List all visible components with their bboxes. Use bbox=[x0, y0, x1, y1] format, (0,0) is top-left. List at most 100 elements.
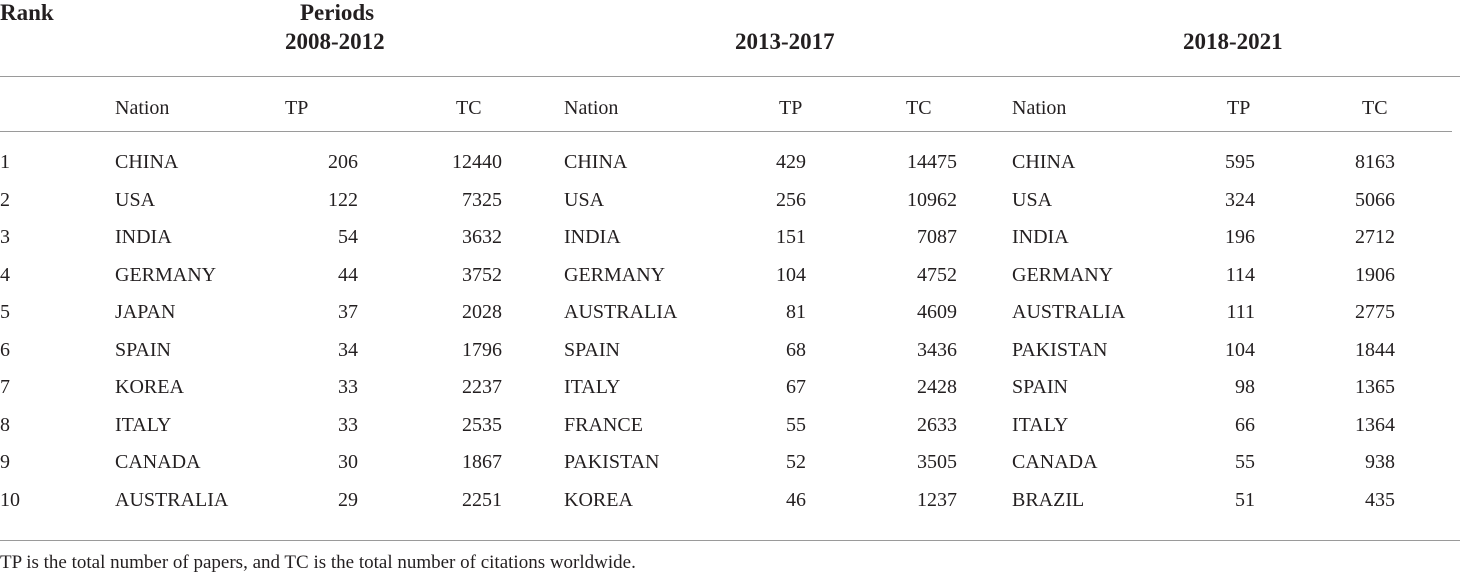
nation-cell-2018-2021: SPAIN bbox=[1012, 376, 1068, 398]
tp-cell-2018-2021: 196 bbox=[1225, 226, 1255, 248]
rank-cell: 5 bbox=[0, 301, 10, 323]
tp-cell-2013-2017: 429 bbox=[776, 151, 806, 173]
tc-cell-2013-2017: 10962 bbox=[907, 188, 957, 211]
tc-cell-2008-2012: 2535 bbox=[462, 413, 502, 436]
nation-col-header-1: Nation bbox=[115, 97, 170, 119]
tc-col-header-1: TC bbox=[456, 97, 482, 119]
rank-header: Rank bbox=[0, 0, 54, 25]
tp-col-header-3: TP bbox=[1227, 97, 1251, 119]
nation-cell-2018-2021: GERMANY bbox=[1012, 263, 1114, 286]
tp-cell-2013-2017: 55 bbox=[786, 413, 806, 436]
tc-cell-2008-2012: 1867 bbox=[462, 451, 502, 473]
nation-cell-2013-2017: USA bbox=[564, 188, 605, 211]
nation-cell-2013-2017: ITALY bbox=[564, 376, 621, 398]
rank-cell: 8 bbox=[0, 413, 10, 436]
tp-cell-2018-2021: 595 bbox=[1225, 151, 1255, 173]
tc-cell-2013-2017: 14475 bbox=[907, 151, 957, 173]
nation-cell-2008-2012: INDIA bbox=[115, 226, 172, 248]
rank-cell: 2 bbox=[0, 188, 10, 211]
tp-cell-2018-2021: 104 bbox=[1225, 338, 1255, 361]
rank-cell: 10 bbox=[0, 488, 20, 511]
tc-cell-2018-2021: 2712 bbox=[1355, 226, 1395, 248]
tp-cell-2013-2017: 46 bbox=[786, 488, 806, 511]
tp-cell-2018-2021: 324 bbox=[1225, 188, 1255, 211]
nation-cell-2013-2017: CHINA bbox=[564, 151, 628, 173]
tp-cell-2008-2012: 206 bbox=[328, 151, 358, 173]
tc-col-header-2: TC bbox=[906, 97, 932, 119]
tc-cell-2018-2021: 1844 bbox=[1355, 338, 1395, 361]
nation-cell-2008-2012: AUSTRALIA bbox=[115, 488, 229, 511]
nation-cell-2013-2017: AUSTRALIA bbox=[564, 301, 678, 323]
nation-cell-2008-2012: JAPAN bbox=[115, 301, 176, 323]
tc-cell-2008-2012: 7325 bbox=[462, 188, 502, 211]
tc-cell-2013-2017: 2428 bbox=[917, 376, 957, 398]
nation-cell-2008-2012: KOREA bbox=[115, 376, 184, 398]
tp-cell-2008-2012: 34 bbox=[338, 338, 358, 361]
rank-cell: 4 bbox=[0, 263, 10, 286]
nation-cell-2013-2017: PAKISTAN bbox=[564, 451, 660, 473]
tc-cell-2013-2017: 1237 bbox=[917, 488, 957, 511]
tp-cell-2013-2017: 52 bbox=[786, 451, 806, 473]
tp-cell-2018-2021: 98 bbox=[1235, 376, 1255, 398]
tc-cell-2008-2012: 3752 bbox=[462, 263, 502, 286]
tp-cell-2008-2012: 54 bbox=[338, 226, 358, 248]
footnote: TP is the total number of papers, and TC… bbox=[0, 552, 636, 573]
nation-cell-2008-2012: CHINA bbox=[115, 151, 179, 173]
subheader-rule bbox=[0, 131, 1452, 132]
nation-cell-2008-2012: GERMANY bbox=[115, 263, 217, 286]
tc-cell-2018-2021: 8163 bbox=[1355, 151, 1395, 173]
rank-cell: 1 bbox=[0, 151, 10, 173]
tc-cell-2008-2012: 2028 bbox=[462, 301, 502, 323]
tc-cell-2013-2017: 3436 bbox=[917, 338, 957, 361]
rank-cell: 6 bbox=[0, 338, 10, 361]
tc-cell-2008-2012: 2237 bbox=[462, 376, 502, 398]
nation-cell-2018-2021: ITALY bbox=[1012, 413, 1069, 436]
nation-cell-2018-2021: INDIA bbox=[1012, 226, 1069, 248]
nation-cell-2018-2021: BRAZIL bbox=[1012, 488, 1085, 511]
nation-col-header-2: Nation bbox=[564, 97, 619, 119]
tc-cell-2018-2021: 2775 bbox=[1355, 301, 1395, 323]
tc-cell-2018-2021: 5066 bbox=[1355, 188, 1395, 211]
tc-cell-2008-2012: 1796 bbox=[462, 338, 502, 361]
tc-cell-2018-2021: 938 bbox=[1365, 451, 1395, 473]
tc-cell-2008-2012: 3632 bbox=[462, 226, 502, 248]
tc-col-header-3: TC bbox=[1362, 97, 1388, 119]
rank-cell: 7 bbox=[0, 376, 10, 398]
tp-cell-2008-2012: 33 bbox=[338, 413, 358, 436]
tc-cell-2013-2017: 3505 bbox=[917, 451, 957, 473]
rank-cell: 9 bbox=[0, 451, 10, 473]
tc-cell-2018-2021: 1906 bbox=[1355, 263, 1395, 286]
tp-cell-2008-2012: 122 bbox=[328, 188, 358, 211]
tc-cell-2013-2017: 2633 bbox=[917, 413, 957, 436]
nation-cell-2018-2021: USA bbox=[1012, 188, 1053, 211]
nation-cell-2008-2012: USA bbox=[115, 188, 156, 211]
tp-col-header-1: TP bbox=[285, 97, 309, 119]
period-2013-2017-header: 2013-2017 bbox=[735, 29, 835, 54]
nation-cell-2008-2012: SPAIN bbox=[115, 338, 171, 361]
period-2018-2021-header: 2018-2021 bbox=[1183, 29, 1283, 54]
tc-cell-2018-2021: 435 bbox=[1365, 488, 1395, 511]
nation-cell-2018-2021: CHINA bbox=[1012, 151, 1076, 173]
tp-cell-2018-2021: 111 bbox=[1226, 301, 1255, 323]
tp-col-header-2: TP bbox=[779, 97, 803, 119]
tp-cell-2018-2021: 55 bbox=[1235, 451, 1255, 473]
periods-header: Periods bbox=[300, 0, 375, 25]
nation-cell-2013-2017: FRANCE bbox=[564, 413, 643, 436]
tc-cell-2008-2012: 2251 bbox=[462, 488, 502, 511]
tp-cell-2018-2021: 51 bbox=[1235, 488, 1255, 511]
tp-cell-2013-2017: 256 bbox=[776, 188, 806, 211]
tp-cell-2013-2017: 81 bbox=[786, 301, 806, 323]
rank-cell: 3 bbox=[0, 226, 10, 248]
tc-cell-2018-2021: 1364 bbox=[1355, 413, 1395, 436]
header-rule bbox=[0, 76, 1460, 77]
tp-cell-2008-2012: 37 bbox=[338, 301, 358, 323]
nation-cell-2008-2012: ITALY bbox=[115, 413, 172, 436]
bottom-rule bbox=[0, 540, 1460, 541]
nation-cell-2018-2021: AUSTRALIA bbox=[1012, 301, 1126, 323]
period-2008-2012-header: 2008-2012 bbox=[285, 29, 385, 54]
nation-col-header-3: Nation bbox=[1012, 97, 1067, 119]
tc-cell-2018-2021: 1365 bbox=[1355, 376, 1395, 398]
tp-cell-2013-2017: 104 bbox=[776, 263, 806, 286]
tp-cell-2013-2017: 68 bbox=[786, 338, 806, 361]
nation-cell-2013-2017: INDIA bbox=[564, 226, 621, 248]
